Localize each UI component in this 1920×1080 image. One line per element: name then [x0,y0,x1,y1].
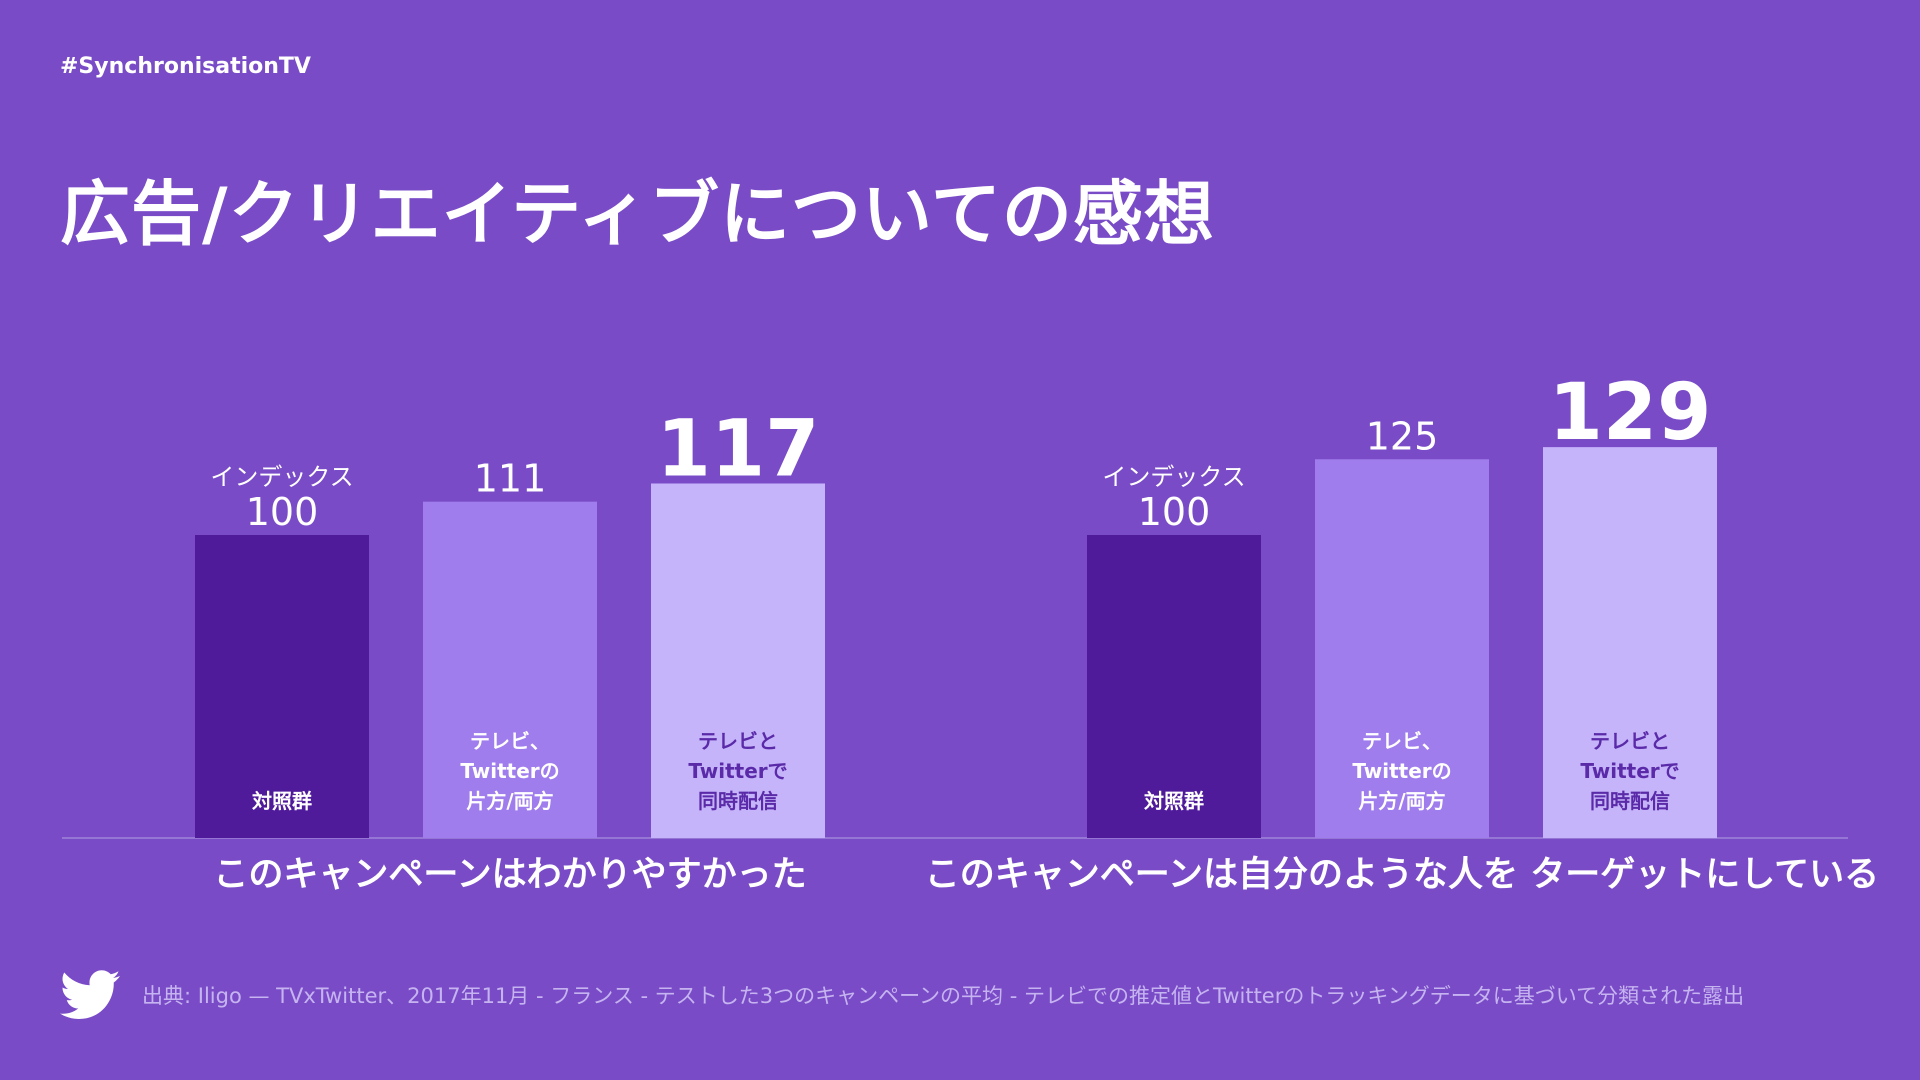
data-label: 117 [657,404,820,494]
page-title: 広告/クリエイティブについての感想 [60,173,1215,255]
bar [1087,535,1261,838]
bar [651,483,825,838]
index-label: インデックス [1102,463,1245,491]
category-label: テレビ、 [470,729,550,753]
index-label: インデックス [210,463,353,491]
bar [423,501,597,838]
category-label: 片方/両方 [1358,789,1445,813]
group-label: このキャンペーンはわかりやすかった [213,855,806,895]
bar [1315,459,1489,838]
data-label: 100 [1138,490,1211,534]
twitter-bird-icon [60,970,120,1019]
bar [195,535,369,838]
category-label: 同時配信 [1590,789,1670,813]
data-label: 129 [1549,368,1712,458]
data-label: 111 [474,457,547,501]
category-label: Twitterで [688,759,787,783]
source-note: 出典: Iligo — TVxTwitter、2017年11月 - フランス -… [142,984,1745,1008]
data-label: 125 [1366,414,1439,458]
hashtag: #SynchronisationTV [60,54,311,79]
category-label: Twitterの [460,759,559,783]
category-label: 同時配信 [698,789,778,813]
category-label: テレビと [698,729,778,753]
category-label: 対照群 [1143,789,1204,813]
category-label: 片方/両方 [466,789,553,813]
bar [1543,447,1717,838]
category-label: テレビと [1590,729,1670,753]
category-label: Twitterで [1580,759,1679,783]
group-label: このキャンペーンは自分のような人を ターゲットにしている [925,855,1879,895]
category-label: テレビ、 [1362,729,1442,753]
category-label: 対照群 [251,789,312,813]
data-label: 100 [246,490,319,534]
category-label: Twitterの [1352,759,1451,783]
